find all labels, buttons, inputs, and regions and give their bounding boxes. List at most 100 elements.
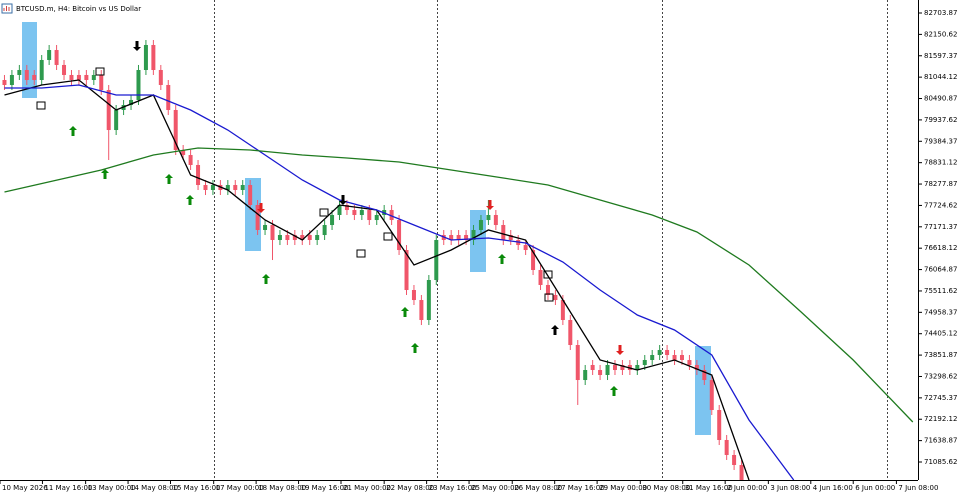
candle-body — [69, 74, 74, 81]
candle-body — [32, 74, 37, 81]
x-tick-label: 21 May 00:00 — [343, 484, 391, 492]
candle-body — [665, 349, 670, 356]
candle-body — [173, 109, 178, 150]
candle-body — [419, 300, 424, 320]
candle-body — [650, 355, 655, 360]
candle-body — [702, 370, 707, 381]
candle-body — [255, 204, 260, 230]
candle-body — [598, 370, 603, 375]
candle-body — [300, 235, 305, 241]
candle-body — [620, 364, 625, 371]
y-tick-label: 79384.37 — [924, 137, 957, 145]
candle-body — [39, 59, 44, 81]
x-tick-label: 25 May 00:00 — [471, 484, 519, 492]
candle-body — [285, 235, 290, 241]
candle-body — [151, 44, 156, 70]
candle-body — [17, 69, 22, 75]
candle-body — [531, 250, 536, 270]
box-marker — [95, 67, 105, 76]
candle-body — [188, 155, 193, 165]
y-tick-label: 72745.37 — [924, 394, 957, 402]
x-tick-label: 6 Jun 00:00 — [855, 484, 895, 492]
candle-body — [166, 84, 171, 110]
candle-body — [210, 185, 215, 190]
candle-body — [471, 229, 476, 241]
x-tick-label: 30 May 08:00 — [642, 484, 690, 492]
candle-body — [158, 69, 163, 85]
candle-body — [315, 235, 320, 241]
candle-body — [464, 235, 469, 241]
x-tick-label: 27 May 16:00 — [557, 484, 605, 492]
y-tick-label: 78277.87 — [924, 180, 957, 188]
candle-body — [181, 149, 186, 156]
candle-body — [389, 210, 394, 221]
candle-body — [47, 50, 52, 60]
x-tick-label: 18 May 08:00 — [258, 484, 306, 492]
candle-body — [687, 359, 692, 365]
box-marker — [319, 208, 329, 217]
candle-body — [24, 69, 29, 81]
x-tick-label: 26 May 08:00 — [514, 484, 562, 492]
candle-body — [397, 220, 402, 251]
candle-body — [635, 364, 640, 371]
x-tick-label: 29 May 00:00 — [599, 484, 647, 492]
x-tick-label: 19 May 16:00 — [301, 484, 349, 492]
candle-body — [277, 235, 282, 241]
highlight-box — [695, 346, 711, 435]
candle-body — [9, 74, 14, 85]
y-tick-label: 80490.87 — [924, 95, 957, 103]
candle-body — [717, 410, 722, 440]
candle-body — [508, 235, 513, 241]
candle-body — [337, 204, 342, 215]
candle-body — [322, 225, 327, 236]
candle-body — [478, 220, 483, 230]
candle-body — [501, 225, 506, 241]
candle-body — [143, 44, 148, 70]
x-tick-label: 7 Jun 08:00 — [898, 484, 938, 492]
candle-body — [2, 80, 7, 85]
y-tick-label: 71085.62 — [924, 458, 957, 466]
marks-layer — [2, 40, 914, 480]
candle-body — [523, 245, 528, 251]
candle-body — [672, 355, 677, 360]
candle-body — [263, 225, 268, 230]
candle-body — [374, 214, 379, 221]
x-tick-label: 13 May 00:00 — [88, 484, 136, 492]
candle-body — [99, 74, 104, 91]
candle-body — [679, 355, 684, 360]
y-tick-label: 77724.62 — [924, 201, 957, 209]
candle-body — [62, 64, 67, 75]
candle-body — [486, 214, 491, 221]
y-tick-label: 73298.62 — [924, 372, 957, 380]
candle-body — [568, 319, 573, 346]
candle-body — [270, 225, 275, 241]
moving-average — [4, 147, 914, 423]
candle-body — [545, 284, 550, 295]
chart-title: BTCUSD.m, H4: Bitcoin vs US Dollar — [16, 5, 141, 13]
box-marker — [543, 270, 553, 279]
candle-body — [560, 300, 565, 320]
y-tick-label: 72192.12 — [924, 415, 957, 423]
signal-arrows — [36, 41, 624, 396]
candle-body — [575, 345, 580, 381]
box-markers — [36, 67, 554, 302]
y-tick-label: 82150.62 — [924, 30, 957, 38]
candle-body — [434, 240, 439, 281]
box-marker — [356, 249, 366, 258]
x-tick-label: 11 May 16:00 — [44, 484, 92, 492]
x-tick-label: 14 May 08:00 — [130, 484, 178, 492]
candle-body — [359, 210, 364, 215]
candle-body — [292, 235, 297, 241]
x-tick-label: 23 May 16:00 — [429, 484, 477, 492]
candle-body — [114, 109, 119, 131]
box-marker — [544, 293, 554, 302]
title-block: BTCUSD.m, H4: Bitcoin vs US Dollar — [1, 3, 141, 14]
candle-body — [583, 370, 588, 381]
y-tick-label: 74405.12 — [924, 330, 957, 338]
candle-body — [225, 185, 230, 190]
y-tick-label: 82703.87 — [924, 9, 957, 17]
candle-body — [203, 185, 208, 190]
y-tick-label: 79937.62 — [924, 116, 957, 124]
candle-body — [493, 214, 498, 226]
